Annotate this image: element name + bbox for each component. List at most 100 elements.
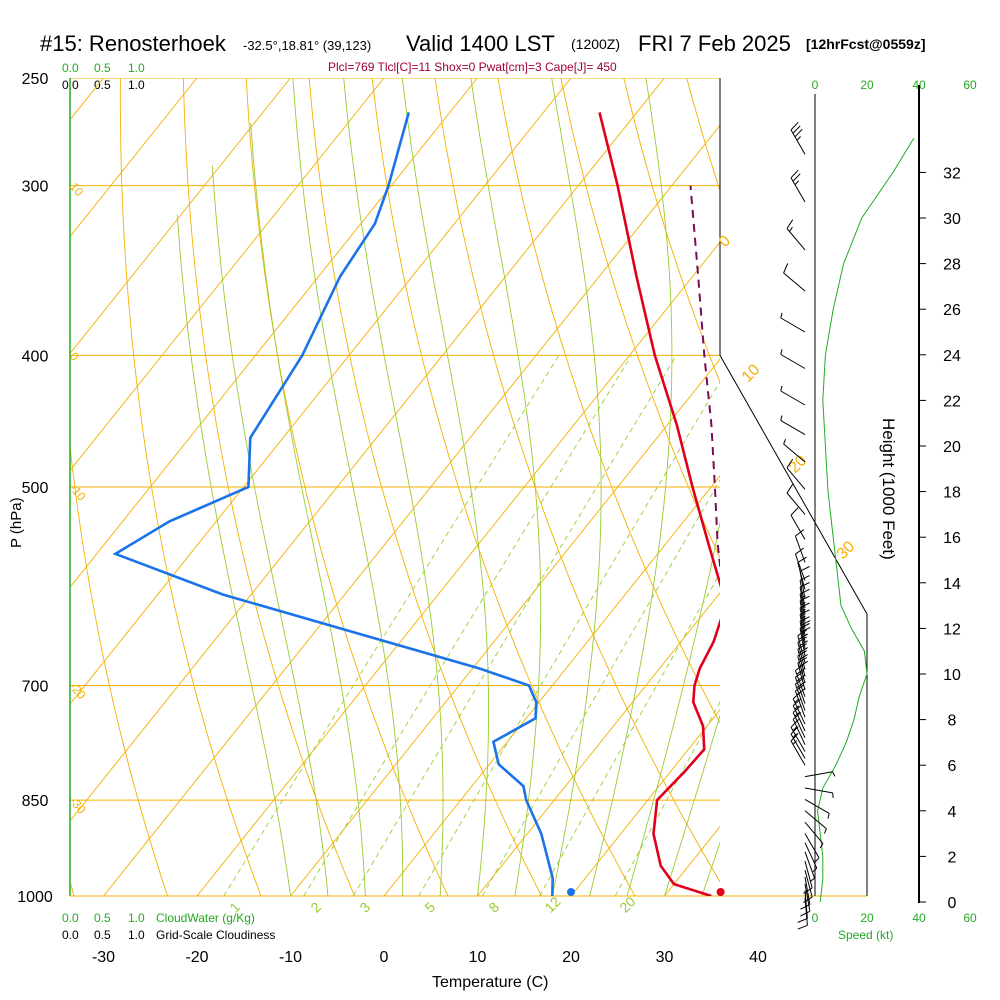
dry-adiabat-line: [991, 54, 1000, 925]
height-tick-label: 4: [948, 804, 957, 821]
wind-barb: [804, 787, 834, 799]
height-tick-label: 22: [943, 393, 961, 410]
cloudwater-tick-top-1: 0.5: [94, 61, 111, 75]
forecast-date: FRI 7 Feb 2025: [638, 31, 791, 56]
wind-barb: [804, 851, 816, 882]
mixing-ratio-line: [614, 701, 720, 896]
cloudiness-tick-bottom-0: 0.0: [62, 928, 79, 942]
wind-barb: [786, 483, 806, 515]
surface-temperature-dot: [716, 888, 725, 896]
mixing-ratio-label: 20: [616, 893, 638, 915]
wind-barb: [790, 169, 806, 203]
forecast-label: [12hrFcst@0559z]: [806, 36, 925, 52]
plot-frame: [69, 78, 868, 897]
speed-axis-label: Speed (kt): [838, 928, 893, 942]
cloudwater-tick-bottom-2: 1.0: [128, 911, 145, 925]
speed-tick-bottom-1: 20: [860, 911, 874, 925]
corner-mask: [720, 78, 867, 896]
height-tick-label: 8: [948, 713, 957, 730]
pressure-tick-label: 850: [22, 793, 49, 810]
cloudiness-tick-bottom-1: 0.5: [94, 928, 111, 942]
dry-adiabat-line: [434, 78, 720, 883]
temperature-tick-label: -10: [279, 949, 302, 966]
sounding-curves: [112, 112, 720, 896]
wind-barb: [804, 833, 820, 862]
surface-markers: [567, 888, 725, 896]
cloudwater-label: CloudWater (g/Kg): [156, 911, 255, 925]
isotherm-line: [70, 78, 198, 238]
moist-adiabat-line: [343, 78, 444, 896]
wind-barb: [794, 547, 806, 581]
wind-barb: [790, 733, 806, 766]
speed-tick-bottom-3: 60: [963, 911, 977, 925]
zulu-time: (1200Z): [571, 36, 620, 52]
speed-tick-top-3: 60: [963, 78, 977, 92]
cloudiness-label: Grid-Scale Cloudiness: [156, 928, 275, 942]
dry-adiabat-line: [497, 78, 720, 724]
wind-barb: [797, 890, 808, 923]
wind-speed-curve: [817, 137, 915, 903]
wind-barb: [797, 897, 808, 930]
wind-barb: [804, 810, 827, 834]
wind-barb: [780, 312, 806, 333]
mixing-ratio-line: [352, 355, 677, 896]
plot-mask: [720, 78, 867, 896]
dry-adiabat-line: [182, 78, 355, 896]
cloudiness-tick-top-2: 1.0: [128, 78, 145, 92]
moist-adiabat-line: [211, 165, 329, 896]
pressure-tick-label: 250: [22, 71, 49, 88]
isotherm-line: [477, 592, 720, 896]
speed-tick-top-1: 20: [860, 78, 874, 92]
height-tick-label: 26: [943, 302, 961, 319]
wind-barb: [790, 121, 806, 155]
dry-adiabat-line: [308, 78, 543, 896]
moist-adiabat-line: [551, 78, 602, 896]
wind-barb: [800, 883, 811, 917]
mixing-ratio-line: [303, 355, 632, 896]
wind-barb: [803, 869, 813, 904]
dry-adiabat-line: [929, 54, 1000, 925]
moist-adiabat-line: [664, 713, 720, 896]
height-tick-label: 2: [948, 849, 957, 866]
wind-barb: [783, 263, 806, 292]
mixing-ratio-line: [223, 355, 560, 896]
height-tick-label: 16: [943, 530, 961, 547]
height-tick-label: 12: [943, 621, 961, 638]
dry-adiabat-line: [371, 78, 636, 896]
temperature-tick-label: -20: [185, 949, 208, 966]
cloudwater-tick-bottom-1: 0.5: [94, 911, 111, 925]
wind-barb: [790, 507, 806, 540]
wind-barb: [797, 556, 807, 590]
moist-adiabat-line: [176, 214, 291, 896]
temperature-tick-label: 10: [469, 949, 487, 966]
speed-tick-bottom-2: 40: [912, 911, 926, 925]
wind-barb: [794, 529, 806, 563]
wind-barb: [804, 842, 818, 872]
temperature-tick-label: 30: [656, 949, 674, 966]
station-title: #15: Renosterhoek: [40, 31, 227, 56]
parcel-curve: [689, 185, 720, 574]
pressure-tick-label: 500: [22, 480, 49, 497]
stability-indices: Plcl=769 Tlcl[C]=11 Shox=0 Pwat[cm]=3 Ca…: [328, 60, 617, 74]
speed-tick-bottom-0: 0: [812, 911, 819, 925]
isotherm-label-right: 30: [834, 538, 859, 563]
surface-dewpoint-dot: [567, 888, 575, 896]
wind-barb: [804, 798, 830, 819]
temperature-tick-label: 0: [380, 949, 389, 966]
isotherm-line: [70, 78, 385, 472]
height-tick-label: 14: [943, 576, 961, 593]
pressure-tick-label: 1000: [17, 889, 53, 906]
temperature-tick-label: 40: [749, 949, 767, 966]
mixing-ratio-label: 3: [356, 899, 373, 916]
temperature-tick-label: -30: [92, 949, 115, 966]
station-coords: -32.5°,18.81° (39,123): [243, 38, 371, 53]
dry-adiabat-line: [623, 78, 720, 384]
moist-adiabat-line: [250, 123, 366, 896]
speed-tick-top-0: 0: [812, 78, 819, 92]
moist-adiabat-line: [626, 520, 720, 896]
height-tick-label: 30: [943, 211, 961, 228]
pressure-tick-label: 300: [22, 179, 49, 196]
cutoff-line: [719, 78, 868, 615]
pressure-tick-label: 400: [22, 348, 49, 365]
